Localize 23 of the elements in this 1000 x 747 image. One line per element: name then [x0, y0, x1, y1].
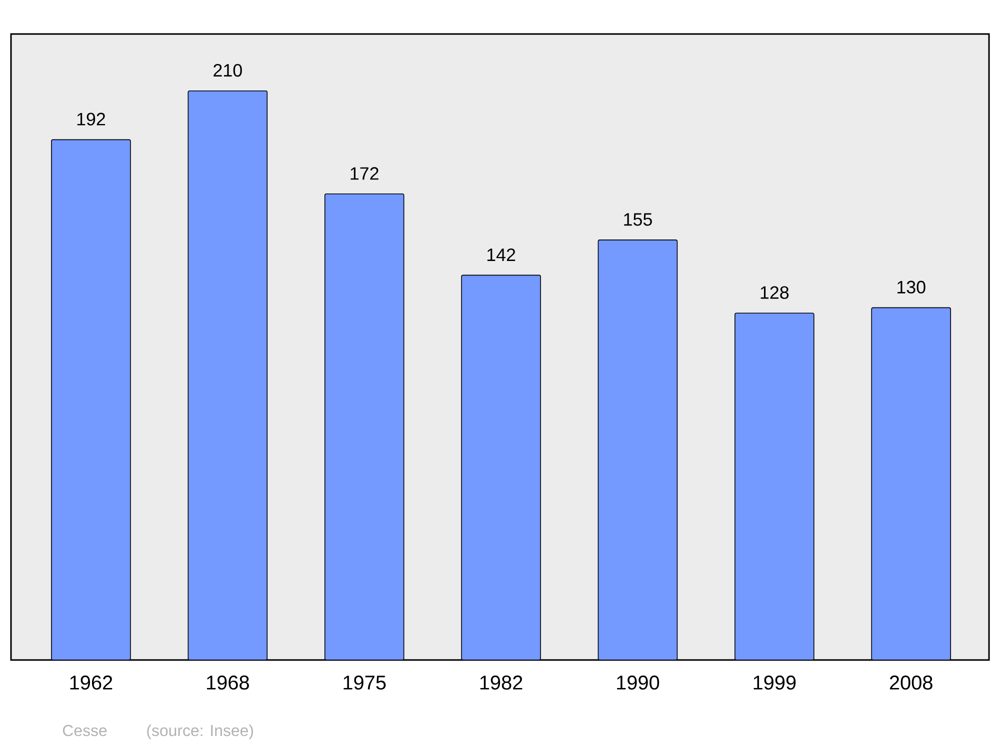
bar [598, 240, 678, 660]
data-label: 172 [350, 167, 378, 180]
data-label: 155 [624, 213, 652, 226]
bar [734, 312, 814, 660]
bar [51, 139, 131, 660]
data-label: 130 [898, 280, 926, 294]
x-tick-label: 1990 [617, 676, 660, 690]
bar [188, 90, 268, 660]
data-label: 192 [77, 112, 106, 126]
text: Cesse [63, 724, 107, 736]
x-tick-label: 2008 [890, 676, 932, 690]
data-label: 142 [487, 248, 516, 261]
x-tick-label: 1975 [344, 676, 386, 690]
x-tick-label: 1982 [480, 676, 522, 690]
bar [461, 274, 541, 660]
data-label: 128 [760, 286, 789, 299]
x-tick-label: 1968 [207, 676, 249, 690]
bar [324, 193, 404, 660]
bar [871, 307, 952, 660]
data-label: 210 [214, 64, 242, 77]
x-tick-label: 1999 [754, 676, 796, 690]
x-tick-label: 1962 [70, 676, 112, 690]
text: (source: Insee) [147, 724, 253, 740]
